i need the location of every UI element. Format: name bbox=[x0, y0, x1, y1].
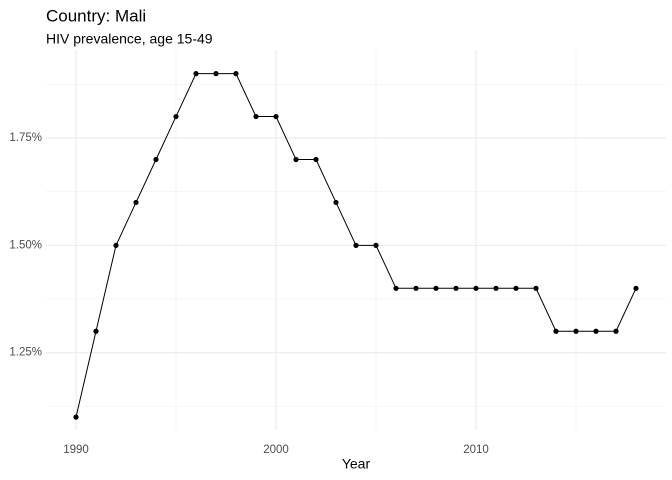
point bbox=[613, 328, 619, 334]
point bbox=[133, 199, 139, 206]
point bbox=[153, 156, 159, 163]
point bbox=[413, 285, 419, 291]
x-axis-label: Year bbox=[342, 456, 371, 472]
point bbox=[513, 285, 519, 291]
point bbox=[473, 285, 479, 291]
y-tick-label: 1.75% bbox=[9, 132, 42, 144]
point bbox=[73, 414, 79, 420]
point bbox=[573, 328, 579, 334]
point bbox=[353, 242, 359, 248]
point bbox=[233, 71, 239, 77]
point bbox=[493, 285, 499, 291]
point bbox=[93, 328, 99, 334]
chart-subtitle: HIV prevalence, age 15-49 bbox=[46, 31, 213, 47]
point bbox=[333, 199, 339, 206]
x-tick-label: 1990 bbox=[63, 444, 89, 456]
point bbox=[433, 285, 439, 291]
y-tick-label: 1.50% bbox=[9, 239, 42, 251]
point bbox=[553, 328, 559, 334]
x-tick-label: 2010 bbox=[463, 444, 489, 456]
point bbox=[633, 285, 639, 291]
point bbox=[593, 328, 599, 334]
point bbox=[533, 285, 539, 291]
point bbox=[393, 285, 399, 291]
point bbox=[453, 285, 459, 291]
point bbox=[113, 242, 119, 248]
point bbox=[253, 113, 259, 120]
point bbox=[213, 71, 219, 77]
chart-title: Country: Mali bbox=[46, 6, 146, 25]
point bbox=[293, 156, 299, 163]
point bbox=[193, 71, 199, 77]
y-tick-label: 1.25% bbox=[9, 347, 42, 359]
point bbox=[313, 156, 319, 163]
point bbox=[173, 113, 179, 120]
point bbox=[373, 242, 379, 248]
x-tick-label: 2000 bbox=[263, 444, 289, 456]
point bbox=[273, 113, 279, 120]
